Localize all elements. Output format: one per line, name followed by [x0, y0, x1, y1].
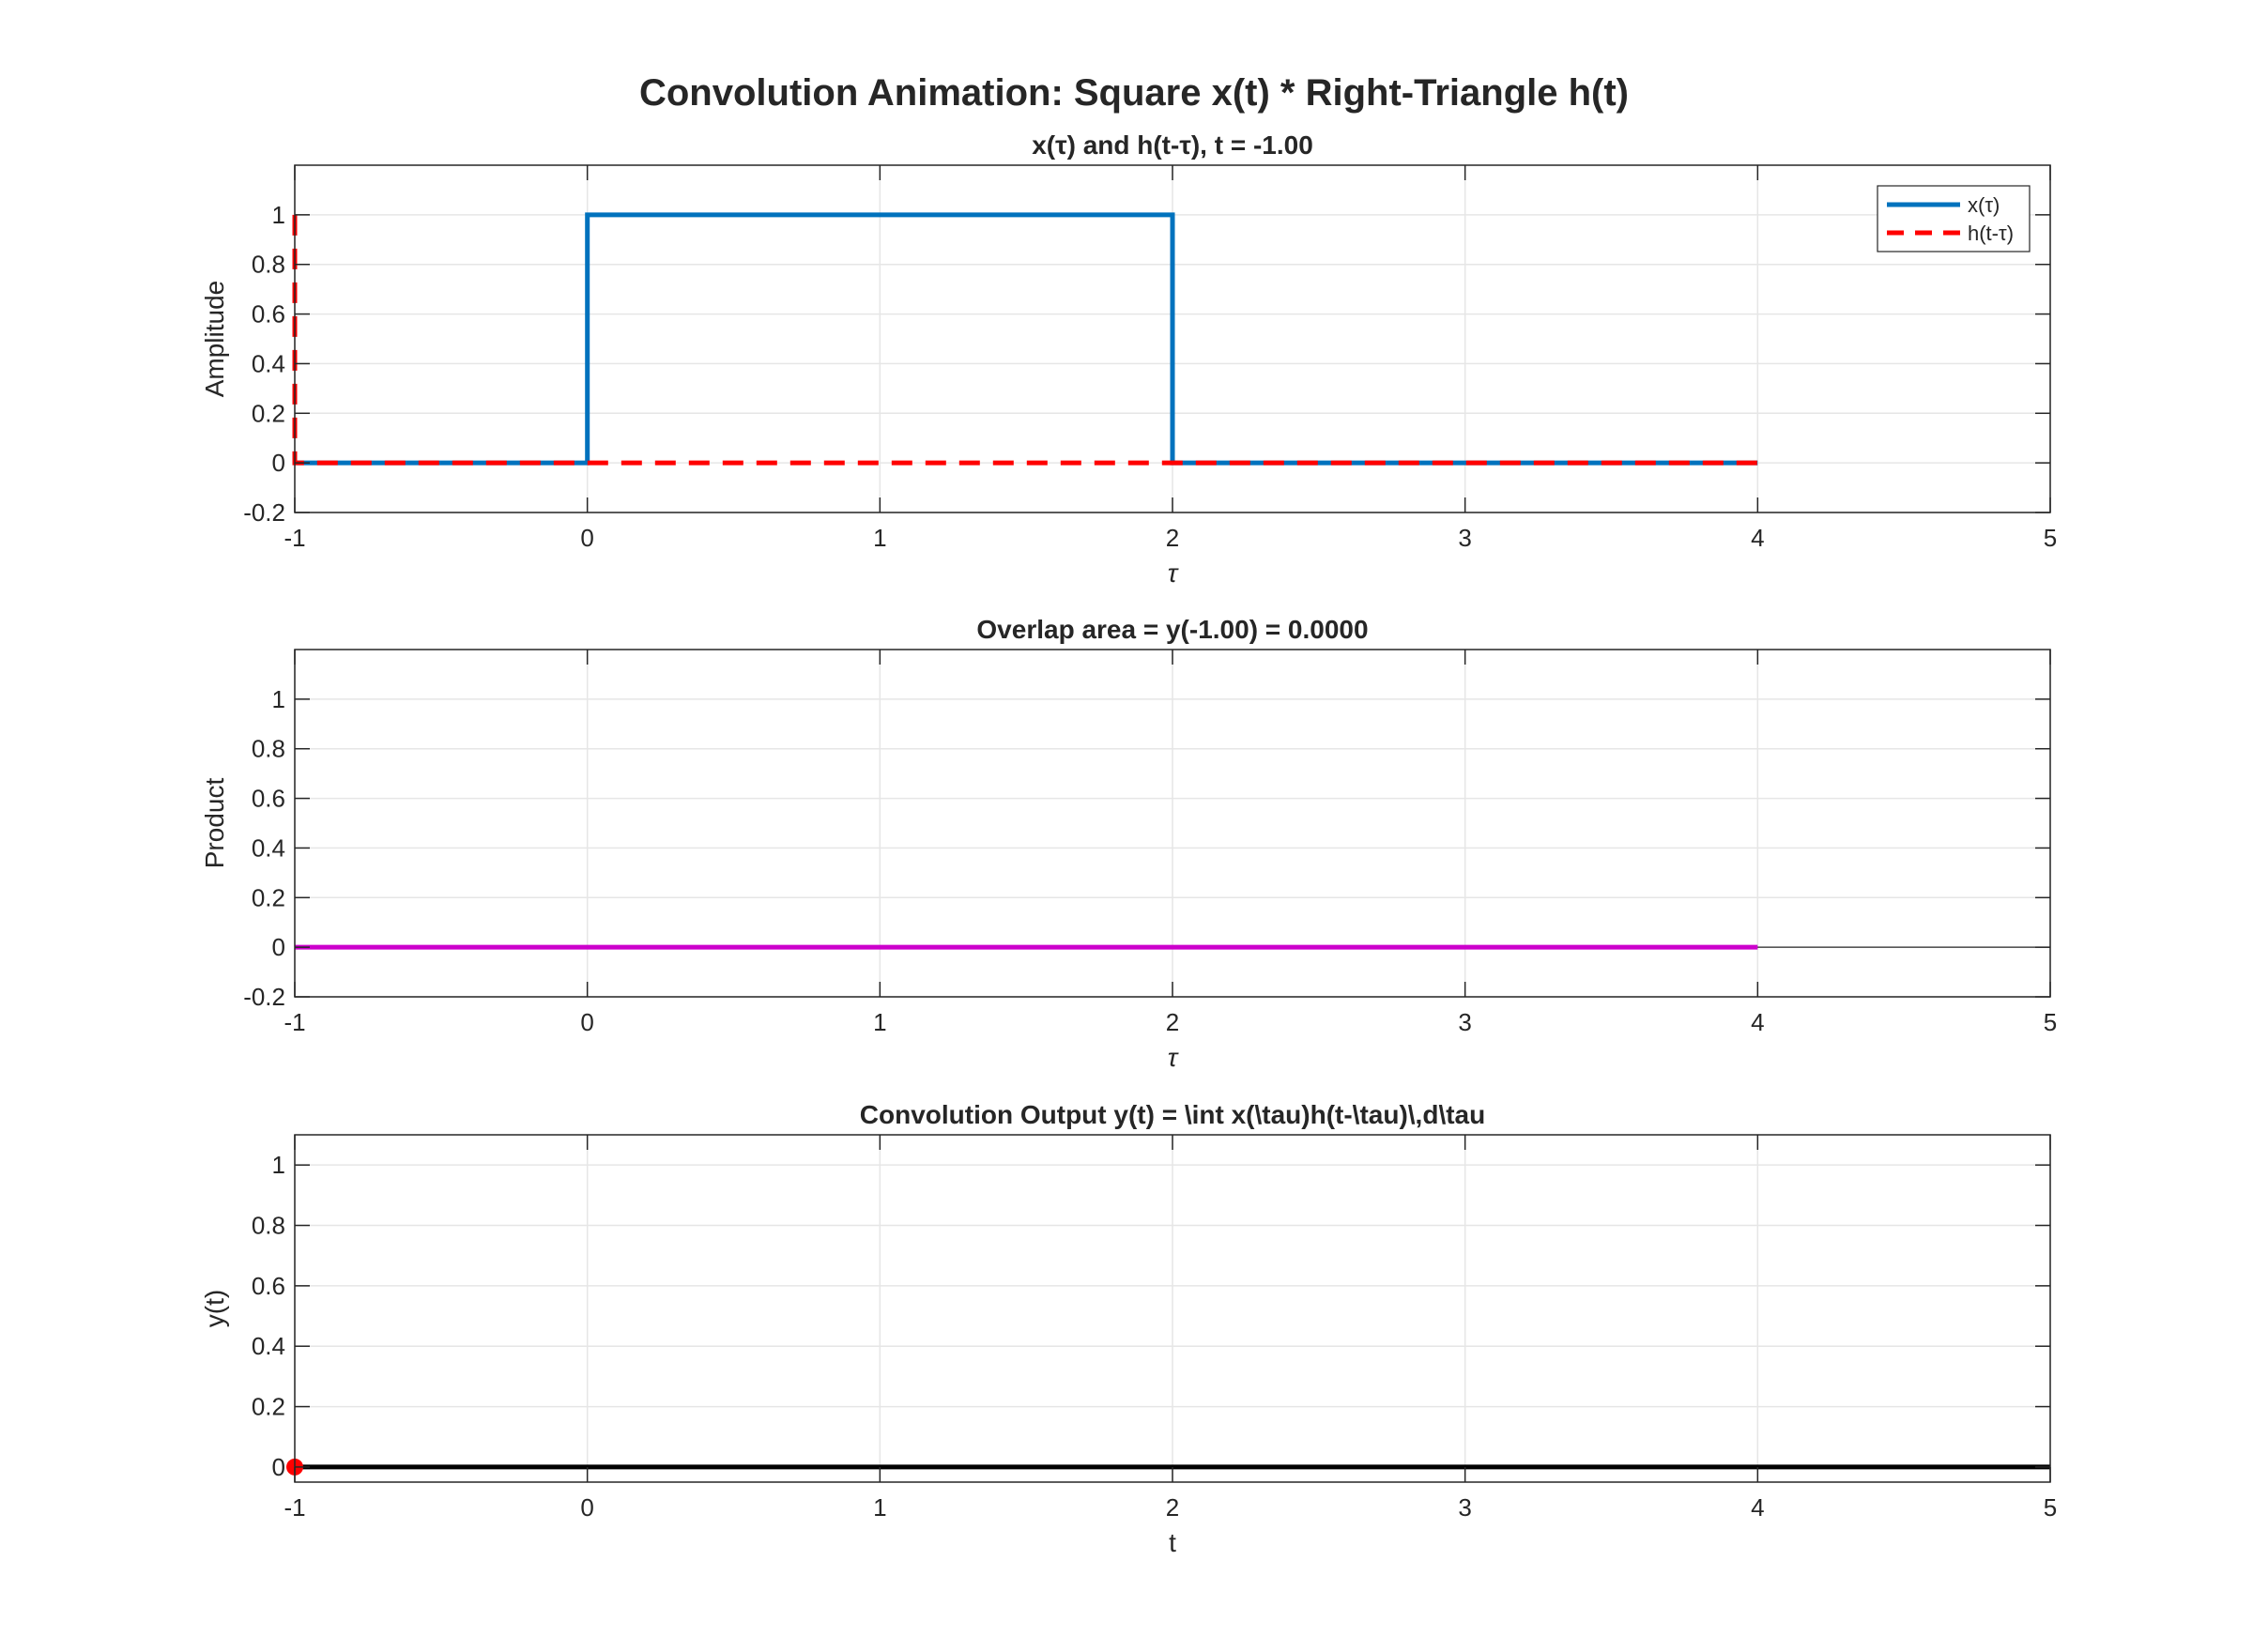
y-tick-label: 0.2 — [252, 399, 285, 427]
legend-entry: x(τ) — [1968, 193, 2000, 217]
x-tick-label: 4 — [1751, 524, 1764, 552]
y-tick-label: 0 — [272, 1453, 285, 1481]
y-tick-label: -0.2 — [243, 983, 285, 1011]
y-tick-label: 0 — [272, 449, 285, 477]
x-tick-label: 2 — [1166, 524, 1179, 552]
y-tick-label: 0.6 — [252, 300, 285, 329]
x-tick-label: 5 — [2044, 1493, 2057, 1522]
y-tick-label: 0.6 — [252, 1272, 285, 1300]
y-tick-label: 0.2 — [252, 883, 285, 911]
x-tick-label: -1 — [284, 1008, 305, 1036]
x-tick-label: 4 — [1751, 1008, 1764, 1036]
x-tick-label: -1 — [284, 1493, 305, 1522]
x-axis-label: τ — [1168, 558, 1179, 588]
x-tick-label: 0 — [580, 1493, 593, 1522]
x-axis-label: τ — [1168, 1043, 1179, 1072]
legend-entry: h(t-τ) — [1968, 222, 2014, 245]
y-tick-label: 1 — [272, 201, 285, 229]
x-tick-label: 5 — [2044, 524, 2057, 552]
y-axis-label: y(t) — [200, 1290, 229, 1327]
x-tick-label: 1 — [873, 1493, 886, 1522]
y-tick-label: 0.4 — [252, 349, 285, 377]
subplot-title: Convolution Output y(t) = \int x(\tau)h(… — [860, 1100, 1485, 1129]
x-tick-label: 2 — [1166, 1008, 1179, 1036]
x-tick-label: 1 — [873, 524, 886, 552]
subplots: -1 0 1 2 3 4 5 -0.2 0 0.2 0.4 0.6 0.8 1 x(τ) and h(t-τ… — [200, 130, 2057, 1557]
subplot-1: -1 0 1 2 3 4 5 -0.2 0 0.2 0.4 0.6 0.8 1 x(τ) and h(t-τ… — [200, 130, 2057, 588]
y-tick-label: 0 — [272, 933, 285, 961]
y-tick-label: 0.4 — [252, 834, 285, 862]
x-tick-label: 0 — [580, 524, 593, 552]
x-tick-label: 0 — [580, 1008, 593, 1036]
x-tick-label: 3 — [1458, 1008, 1471, 1036]
figure-title: Convolution Animation: Square x(t) * Rig… — [639, 72, 1629, 114]
y-tick-label: 0.2 — [252, 1393, 285, 1421]
y-tick-label: 0.8 — [252, 1212, 285, 1240]
x-tick-label: -1 — [284, 524, 305, 552]
y-tick-label: 1 — [272, 1151, 285, 1179]
y-axis-label: Amplitude — [200, 281, 229, 398]
subplot-title: Overlap area = y(-1.00) = 0.0000 — [976, 615, 1368, 644]
y-tick-label: 0.6 — [252, 785, 285, 813]
x-tick-label: 3 — [1458, 1493, 1471, 1522]
subplot-3: -1 0 1 2 3 4 5 0 0.2 0.4 0.6 0.8 1 Convolution Output… — [200, 1100, 2057, 1557]
subplot-title: x(τ) and h(t-τ), t = -1.00 — [1032, 130, 1313, 160]
x-tick-label: 4 — [1751, 1493, 1764, 1522]
legend: x(τ) h(t-τ) — [1877, 185, 2031, 252]
x-tick-label: 2 — [1166, 1493, 1179, 1522]
x-axis-label: t — [1169, 1528, 1176, 1557]
subplot-2: -1 0 1 2 3 4 5 -0.2 0 0.2 0.4 0.6 0.8 1 Overlap area =… — [200, 615, 2057, 1072]
y-tick-label: 0.4 — [252, 1332, 285, 1360]
x-tick-label: 5 — [2044, 1008, 2057, 1036]
y-axis-label: Product — [200, 778, 229, 869]
y-tick-label: 1 — [272, 685, 285, 713]
legend-box — [1877, 185, 2031, 252]
y-tick-label: -0.2 — [243, 498, 285, 527]
y-tick-label: 0.8 — [252, 735, 285, 763]
x-tick-label: 1 — [873, 1008, 886, 1036]
x-tick-label: 3 — [1458, 524, 1471, 552]
y-tick-label: 0.8 — [252, 251, 285, 279]
